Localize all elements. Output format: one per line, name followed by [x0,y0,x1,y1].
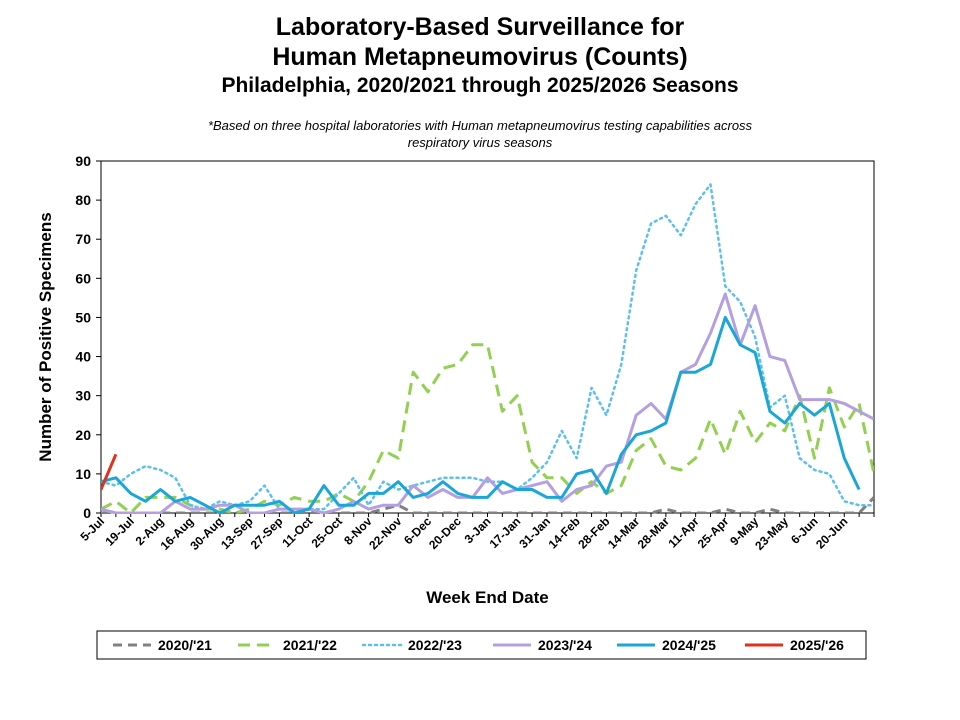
legend-label-4: 2024/'25 [662,637,716,653]
series-line-4 [101,315,861,514]
x-tick-label: 11-Apr [665,514,702,551]
y-tick-label: 0 [83,505,91,521]
y-tick-label: 50 [75,309,91,325]
y-tick-label: 70 [75,231,91,247]
y-tick-label: 10 [75,466,91,482]
x-tick-label: 22-Nov [366,514,404,552]
x-tick-label: 28-Feb [575,514,612,551]
series-line-5 [101,453,118,491]
x-tick-label: 30-Aug [187,514,226,553]
y-tick-label: 20 [75,427,91,443]
series-line-1 [101,343,874,514]
legend-label-0: 2020/'21 [158,637,212,653]
x-tick-label: 13-Sep [218,514,256,552]
y-tick-label: 90 [75,153,91,169]
x-tick-label: 11-Oct [279,514,315,550]
title-block: Laboratory-Based Surveillance for Human … [0,12,960,100]
x-tick-label: 20-Jun [813,514,850,551]
legend-label-5: 2025/'26 [790,637,844,653]
chart-title-line-1: Laboratory-Based Surveillance for [275,13,685,41]
series-line-2 [101,183,874,511]
chart-footnote: *Based on three hospital laboratories wi… [0,117,960,151]
x-tick-label: 25-Apr [695,514,732,551]
y-tick-label: 40 [75,349,91,365]
x-tick-label: 23-May [752,514,791,553]
x-tick-label: 19-Jul [102,514,136,548]
chart-title-line-2: Human Metapneumovirus (Counts) [272,43,688,71]
x-tick-label: 28-Mar [635,514,672,551]
x-tick-label: 14-Feb [546,514,583,551]
legend-box [96,630,867,660]
y-tick-label: 30 [75,388,91,404]
legend-label-1: 2021/'22 [283,637,337,653]
plot-area-frame [100,160,875,514]
chart-subtitle: Philadelphia, 2020/2021 through 2025/202… [221,74,739,97]
x-tick-label: 31-Jan [516,514,553,551]
y-axis-title: Number of Positive Specimens [36,212,55,461]
footnote-line-2: respiratory virus seasons [407,135,553,150]
x-tick-label: 14-Mar [605,514,642,551]
series-line-3 [101,292,874,514]
footnote-line-1: *Based on three hospital laboratories wi… [207,118,753,133]
x-axis-title: Week End Date [426,588,549,607]
y-tick-label: 80 [75,192,91,208]
x-tick-label: 27-Sep [248,514,286,552]
legend-label-3: 2023/'24 [538,637,592,653]
y-tick-label: 60 [75,270,91,286]
x-tick-label: 17-Jan [487,514,524,551]
x-tick-label: 25-Oct [309,514,345,550]
x-tick-label: 20-Dec [426,514,464,552]
legend-label-2: 2022/'23 [408,637,462,653]
